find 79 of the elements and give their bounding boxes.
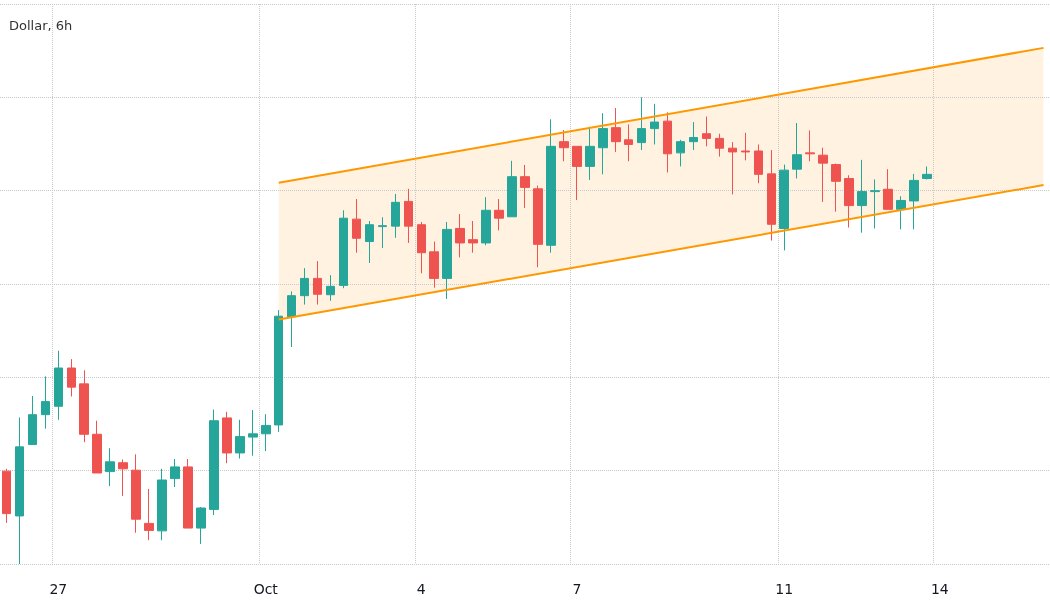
candlestick bbox=[624, 123, 633, 162]
candlestick bbox=[417, 221, 426, 274]
candlestick bbox=[313, 260, 322, 306]
candlestick bbox=[118, 458, 128, 497]
candlestick bbox=[598, 112, 608, 175]
candlestick bbox=[702, 115, 711, 147]
candlestick bbox=[857, 159, 867, 234]
candlestick bbox=[637, 96, 646, 151]
candlestick bbox=[54, 350, 63, 421]
candlestick bbox=[831, 163, 841, 213]
candlestick bbox=[28, 395, 37, 446]
candlestick bbox=[507, 160, 517, 218]
candlestick bbox=[41, 375, 50, 430]
candlestick bbox=[741, 132, 750, 161]
candlestick bbox=[650, 103, 659, 145]
x-tick-label: 7 bbox=[572, 581, 582, 597]
candlestick bbox=[404, 188, 413, 244]
candlestick bbox=[339, 209, 348, 289]
candlestick bbox=[870, 178, 880, 229]
candlestick bbox=[105, 447, 115, 487]
candlestick bbox=[559, 129, 569, 162]
candlestick bbox=[494, 198, 504, 231]
candlestick bbox=[144, 488, 154, 541]
candlestick bbox=[779, 164, 789, 251]
candlestick bbox=[300, 267, 309, 306]
candlestick bbox=[442, 221, 452, 300]
candlestick bbox=[391, 193, 400, 239]
candlestick bbox=[663, 111, 672, 173]
candlestick bbox=[2, 468, 11, 524]
candlestick bbox=[183, 458, 193, 529]
candlestick bbox=[546, 118, 556, 254]
chart-title: Dollar, 6h bbox=[9, 18, 73, 33]
candlestick bbox=[922, 165, 932, 180]
candlestick bbox=[287, 290, 296, 348]
candlestick bbox=[883, 168, 893, 210]
candlestick bbox=[754, 143, 763, 184]
candlestick bbox=[676, 139, 685, 167]
candlestick bbox=[352, 198, 361, 254]
candlestick bbox=[572, 145, 582, 201]
candlestick bbox=[818, 147, 828, 203]
candlestick bbox=[274, 309, 283, 433]
candlestick bbox=[896, 195, 906, 230]
candlestick bbox=[689, 121, 698, 151]
candlestick bbox=[468, 220, 478, 254]
candlestick bbox=[15, 416, 24, 565]
candlestick bbox=[429, 241, 439, 289]
candlestick bbox=[585, 126, 595, 181]
candlestick bbox=[533, 185, 543, 268]
candlestick bbox=[222, 411, 232, 464]
candlestick bbox=[792, 122, 802, 180]
candlestick bbox=[715, 133, 724, 158]
candlestick bbox=[481, 196, 491, 246]
candlestick bbox=[157, 468, 167, 541]
candlestick bbox=[455, 213, 465, 258]
x-tick-label: 14 bbox=[930, 581, 949, 597]
candlestick bbox=[844, 174, 854, 229]
x-tick-label: Oct bbox=[253, 581, 279, 597]
candlestick bbox=[805, 129, 815, 162]
candlestick bbox=[131, 453, 141, 534]
candlestick bbox=[235, 419, 245, 460]
candlestick bbox=[196, 506, 206, 545]
candlestick bbox=[92, 420, 102, 474]
candlestick bbox=[261, 413, 271, 452]
candlestick bbox=[170, 458, 180, 488]
candlestick bbox=[67, 358, 76, 397]
candlestick bbox=[728, 141, 737, 195]
candlestick bbox=[520, 164, 530, 209]
x-tick-label: 4 bbox=[416, 581, 426, 597]
x-tick-label: 11 bbox=[775, 581, 794, 597]
candlestick bbox=[767, 149, 776, 242]
x-tick-label: 27 bbox=[49, 581, 68, 597]
candlestick bbox=[248, 409, 258, 457]
candlestick bbox=[209, 409, 219, 516]
candlestick bbox=[611, 107, 621, 153]
candlestick bbox=[79, 369, 89, 443]
candlestick bbox=[378, 216, 387, 249]
candlestick bbox=[365, 220, 374, 264]
candlestick bbox=[326, 274, 335, 302]
candlestick bbox=[909, 173, 919, 230]
